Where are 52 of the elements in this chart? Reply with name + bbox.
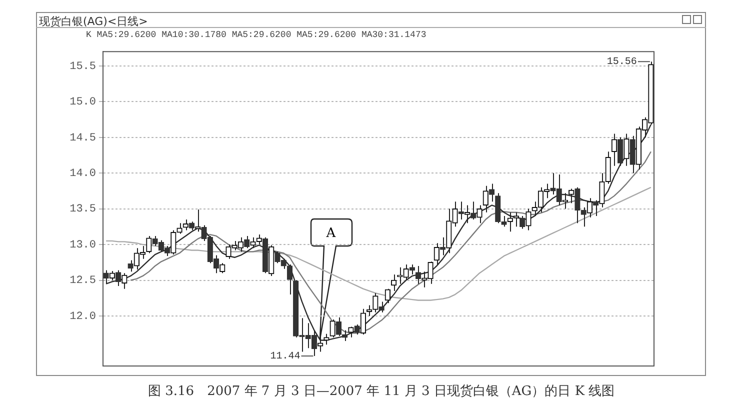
chart-title: 现货白银(AG)<日线> — [39, 14, 148, 29]
candlestick — [440, 236, 446, 256]
candlestick — [128, 260, 134, 272]
candlestick — [476, 204, 482, 224]
text: K MA5:29.6200 MA10:30.1780 MA5:29.6200 MA5:29.6200 MA30:31.1473 — [86, 30, 426, 40]
candlestick — [336, 316, 342, 336]
candlestick — [568, 188, 574, 204]
candlestick — [122, 272, 128, 290]
candlestick — [482, 185, 488, 213]
candlestick — [415, 265, 422, 284]
candlestick — [593, 200, 599, 216]
candlestick — [624, 133, 630, 166]
candlestick — [611, 133, 618, 166]
candlestick — [409, 264, 415, 276]
candlestick — [630, 135, 636, 174]
y-tick-label: 14.0 — [70, 168, 96, 180]
candlestick — [470, 201, 476, 220]
y-tick-label: 13.0 — [70, 239, 96, 252]
candlestick — [488, 183, 495, 202]
candlestick — [586, 198, 593, 218]
y-tick-label: 15.5 — [70, 60, 96, 73]
y-tick-label: 15.0 — [70, 96, 96, 109]
candlestick — [618, 136, 624, 166]
candlestick — [109, 270, 116, 281]
y-tick-label: 14.5 — [70, 132, 96, 144]
annotation: 15.56 — [606, 57, 637, 68]
caption: 图 3.16 2007 年 7 月 3 日—2007 年 11 月 3 日现货白银（AG）的日 K 线图 — [148, 383, 615, 400]
candlestick — [513, 212, 520, 228]
candlestick — [244, 235, 250, 249]
candlestick — [146, 235, 152, 254]
candlestick — [286, 264, 293, 296]
candlestick — [354, 324, 360, 336]
y-tick-label: 12.0 — [70, 310, 96, 323]
y-tick-label: 13.5 — [70, 204, 96, 216]
candlestick — [348, 326, 354, 338]
candlestick — [366, 304, 372, 316]
candlestick — [520, 215, 526, 230]
annotation: A — [326, 226, 337, 242]
candlestick — [562, 192, 568, 210]
candlestick — [384, 288, 391, 304]
candlestick — [434, 242, 440, 266]
y-tick-label: 12.5 — [70, 275, 96, 288]
candlestick — [115, 270, 122, 286]
candlestick — [464, 204, 470, 224]
annotation: 11.44 — [270, 352, 300, 363]
candlestick — [390, 274, 397, 292]
candlestick — [220, 262, 226, 274]
candlestick — [360, 308, 366, 336]
candlestick — [330, 319, 336, 338]
candlestick — [372, 292, 378, 313]
candlestick — [378, 301, 384, 313]
candlestick — [526, 208, 532, 231]
